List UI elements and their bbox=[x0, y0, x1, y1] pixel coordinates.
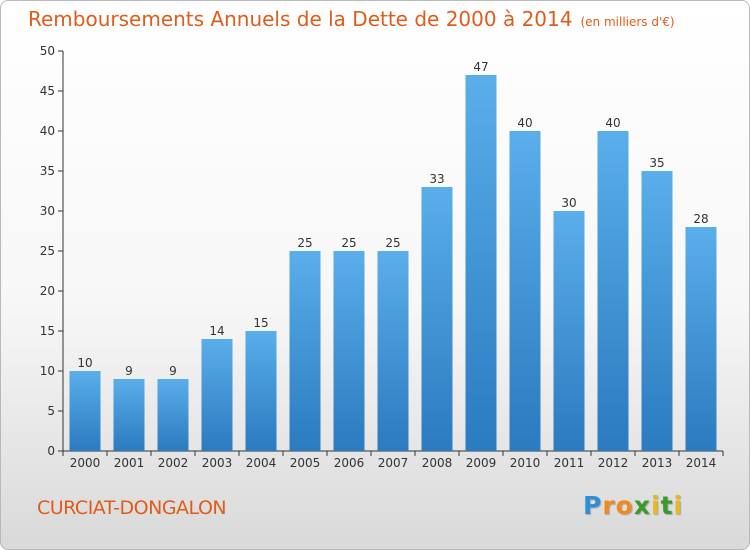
y-tick-label: 20 bbox=[40, 284, 55, 298]
x-tick-label: 2011 bbox=[554, 456, 585, 470]
y-tick-label: 0 bbox=[47, 444, 55, 458]
x-tick-label: 2014 bbox=[686, 456, 717, 470]
bar bbox=[157, 379, 189, 451]
commune-name: CURCIAT-DONGALON bbox=[37, 497, 227, 519]
bar bbox=[245, 331, 277, 451]
chart-title: Remboursements Annuels de la Dette de 20… bbox=[28, 7, 675, 31]
data-label: 9 bbox=[169, 364, 177, 378]
logo-letter: t bbox=[660, 491, 674, 520]
bar bbox=[465, 75, 497, 451]
logo-letter: o bbox=[615, 491, 634, 520]
data-labels: 10 9 9 14 15 25 25 25 33 47 40 30 40 35 28 bbox=[77, 60, 708, 378]
y-tick-label: 45 bbox=[40, 84, 55, 98]
logo-letter: i bbox=[651, 491, 661, 520]
y-tick-label: 40 bbox=[40, 124, 55, 138]
bar bbox=[685, 227, 717, 451]
x-tick-label: 2001 bbox=[114, 456, 145, 470]
data-label: 9 bbox=[125, 364, 133, 378]
bar bbox=[289, 251, 321, 451]
logo-letter: x bbox=[633, 491, 651, 520]
y-tick-label: 30 bbox=[40, 204, 55, 218]
bar bbox=[113, 379, 145, 451]
data-label: 35 bbox=[649, 156, 664, 170]
data-label: 25 bbox=[385, 236, 400, 250]
x-tick-label: 2006 bbox=[334, 456, 365, 470]
axes: 0 5 10 15 20 25 30 35 40 45 50 2000 2001 2002 2003 2004… bbox=[40, 44, 724, 470]
y-tick-label: 50 bbox=[40, 44, 55, 58]
data-label: 15 bbox=[253, 316, 268, 330]
data-label: 40 bbox=[517, 116, 532, 130]
x-tick-label: 2000 bbox=[70, 456, 101, 470]
y-tick-label: 10 bbox=[40, 364, 55, 378]
bar bbox=[69, 371, 101, 451]
bar bbox=[421, 187, 453, 451]
data-label: 28 bbox=[693, 212, 708, 226]
bar bbox=[553, 211, 585, 451]
x-tick-label: 2008 bbox=[422, 456, 453, 470]
chart-title-text: Remboursements Annuels de la Dette de 20… bbox=[28, 7, 573, 31]
x-tick-label: 2007 bbox=[378, 456, 409, 470]
x-tick-label: 2005 bbox=[290, 456, 321, 470]
bar bbox=[509, 131, 541, 451]
x-tick-label: 2012 bbox=[598, 456, 629, 470]
y-tick-label: 25 bbox=[40, 244, 55, 258]
data-label: 25 bbox=[297, 236, 312, 250]
data-label: 10 bbox=[77, 356, 92, 370]
y-tick-label: 15 bbox=[40, 324, 55, 338]
y-tick-label: 35 bbox=[40, 164, 55, 178]
logo-letter: r bbox=[602, 491, 616, 520]
data-label: 14 bbox=[209, 324, 224, 338]
data-label: 47 bbox=[473, 60, 488, 74]
x-tick-label: 2013 bbox=[642, 456, 673, 470]
data-label: 30 bbox=[561, 196, 576, 210]
proxiti-logo[interactable]: Proxiti bbox=[583, 491, 683, 520]
bars bbox=[69, 75, 717, 451]
x-tick-label: 2010 bbox=[510, 456, 541, 470]
bar bbox=[333, 251, 365, 451]
data-label: 33 bbox=[429, 172, 444, 186]
logo-letter: P bbox=[583, 491, 603, 520]
bar bbox=[641, 171, 673, 451]
x-tick-label: 2003 bbox=[202, 456, 233, 470]
x-tick-label: 2009 bbox=[466, 456, 497, 470]
data-label: 40 bbox=[605, 116, 620, 130]
bar bbox=[201, 339, 233, 451]
x-tick-label: 2004 bbox=[246, 456, 277, 470]
bar bbox=[597, 131, 629, 451]
data-label: 25 bbox=[341, 236, 356, 250]
y-tick-label: 5 bbox=[47, 404, 55, 418]
bar bbox=[377, 251, 409, 451]
chart-unit-text: (en milliers d'€) bbox=[580, 15, 675, 29]
logo-letter: i bbox=[673, 491, 684, 520]
x-tick-label: 2002 bbox=[158, 456, 189, 470]
